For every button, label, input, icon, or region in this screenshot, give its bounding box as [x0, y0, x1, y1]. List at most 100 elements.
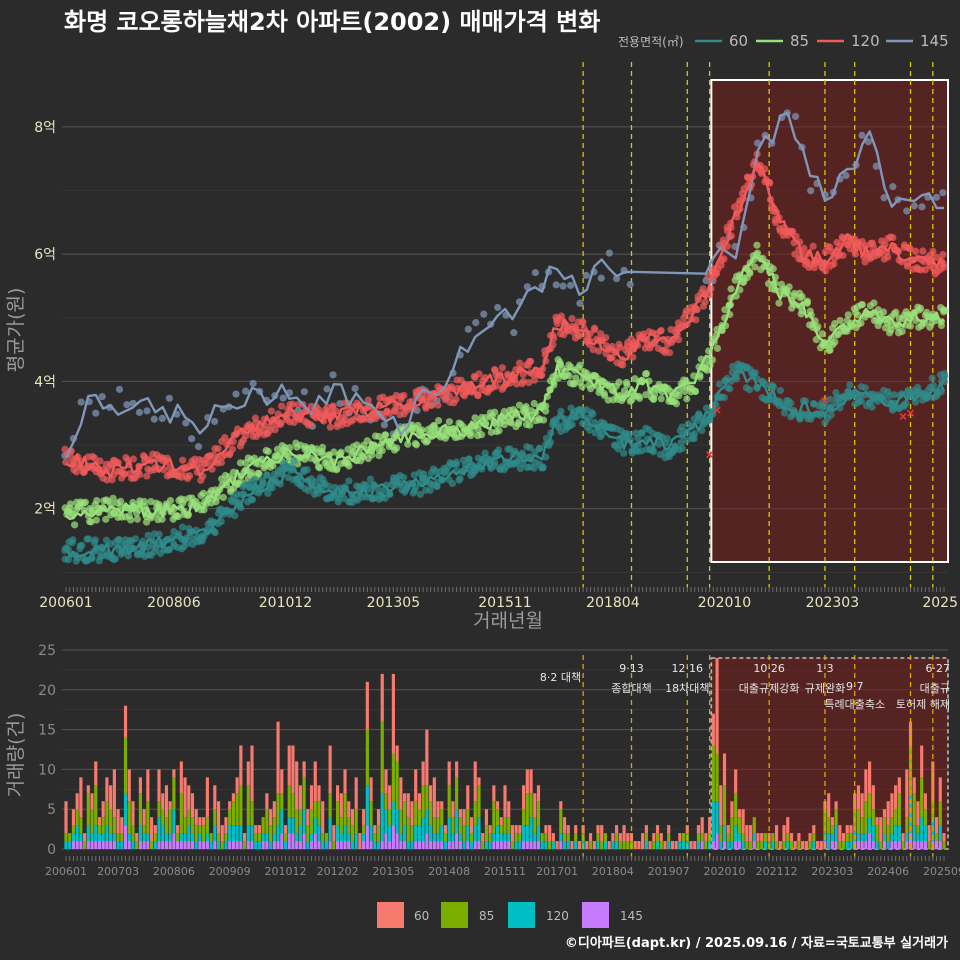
price-point-145	[115, 385, 124, 393]
volume-y-axis-label: 거래량(건)	[5, 713, 27, 798]
volume-bar-segment	[440, 825, 444, 842]
policy-annotation-4: 규제완화	[805, 682, 845, 695]
volume-x-tick: 202112	[756, 865, 798, 878]
volume-x-tick: 202303	[811, 865, 853, 878]
price-point-120	[602, 334, 610, 342]
price-point-60	[411, 484, 420, 492]
volume-bar-segment	[644, 825, 648, 834]
price-point-60	[832, 388, 840, 397]
price-line-85	[65, 255, 945, 520]
volume-bar-segment	[775, 825, 779, 842]
price-point-60	[178, 523, 187, 531]
policy-annotation-3: 10·26	[753, 662, 785, 675]
volume-bar-segment	[414, 801, 418, 826]
legend-label-85: 85	[790, 32, 809, 50]
volume-bar-segment	[827, 833, 831, 849]
price-point-85	[363, 437, 371, 445]
volume-bar-segment	[228, 825, 232, 842]
volume-bar-segment	[458, 809, 462, 818]
volume-bar-segment	[797, 841, 801, 849]
volume-bar-segment	[462, 809, 466, 826]
price-point-85	[857, 301, 865, 309]
volume-bar-segment	[414, 825, 418, 842]
price-point-120	[939, 250, 947, 259]
price-point-85	[81, 498, 89, 506]
price-point-85	[797, 310, 805, 318]
cancelled-deal-marker	[906, 409, 915, 417]
price-point-60	[264, 489, 272, 497]
volume-bar-segment	[94, 785, 98, 826]
volume-bar-segment	[280, 833, 284, 849]
volume-bar-segment	[789, 841, 794, 849]
volume-bar-segment	[280, 809, 284, 834]
volume-bar-segment	[886, 841, 890, 849]
price-chart-panel: 2억 4억 6억 8억 200601 200806 201012 201305 201511 2…	[5, 62, 958, 632]
volume-bar-segment	[894, 841, 898, 849]
volume-bar-segment	[298, 809, 302, 826]
volume-bar-segment	[845, 825, 849, 834]
volume-bar-segment	[179, 841, 183, 849]
volume-bar-segment	[905, 833, 909, 842]
price-point-145	[182, 419, 190, 427]
volume-bar-segment	[388, 825, 392, 842]
price-y-axis-label: 평균가(원)	[5, 288, 27, 373]
volume-bar-segment	[153, 825, 157, 834]
volume-bar-segment	[332, 841, 336, 849]
volume-bar-segment	[343, 841, 347, 849]
volume-bar-segment	[224, 841, 228, 849]
price-point-120	[473, 391, 482, 399]
volume-bar-segment	[890, 793, 894, 818]
volume-bar-segment	[533, 793, 537, 818]
volume-bar-segment	[209, 841, 213, 849]
volume-bar-segment	[369, 841, 373, 849]
price-point-120	[590, 324, 599, 332]
volume-bar-segment	[109, 785, 113, 810]
volume-bar-segment	[127, 841, 131, 849]
volume-bar-segment	[782, 841, 786, 849]
price-point-60	[296, 480, 304, 488]
volume-bar-segment	[462, 841, 466, 849]
volume-bar-segment	[830, 817, 834, 826]
price-point-120	[861, 258, 869, 266]
volume-bar-segment	[254, 833, 258, 842]
volume-bar-segment	[748, 841, 753, 849]
volume-bar-segment	[90, 809, 94, 834]
price-point-85	[790, 289, 799, 298]
price-point-120	[427, 401, 436, 410]
volume-bar-segment	[611, 833, 615, 842]
price-x-tick: 202010	[698, 595, 751, 611]
volume-bar-segment	[324, 833, 329, 842]
price-point-145	[279, 394, 287, 402]
price-point-85	[491, 408, 499, 416]
volume-bar-segment	[146, 801, 150, 834]
price-point-60	[568, 420, 576, 429]
volume-bar-segment	[484, 841, 488, 849]
cancelled-deal-marker	[821, 396, 829, 405]
price-point-60	[625, 430, 633, 439]
price-point-85	[264, 447, 272, 455]
volume-bar-segment	[912, 825, 916, 842]
price-point-120	[515, 359, 524, 367]
price-point-145	[605, 249, 613, 257]
volume-bar-segment	[451, 841, 455, 849]
price-point-85	[812, 336, 820, 344]
volume-bar-segment	[574, 833, 578, 842]
volume-bar-segment	[596, 841, 600, 849]
volume-bar-segment	[168, 841, 172, 849]
volume-bar-segment	[801, 841, 805, 849]
volume-bar-segment	[183, 841, 187, 849]
volume-bar-segment	[436, 833, 440, 842]
price-x-tick: 200806	[147, 595, 201, 611]
price-point-85	[219, 493, 227, 502]
volume-bar-segment	[440, 809, 444, 826]
bottom-legend-swatch-85	[441, 902, 468, 928]
price-point-145	[626, 280, 634, 289]
price-point-60	[941, 372, 949, 380]
volume-bar-segment	[894, 809, 898, 826]
volume-bar-segment	[336, 825, 340, 842]
volume-bar-segment	[362, 825, 366, 834]
volume-bar-segment	[715, 657, 719, 754]
volume-bar-segment	[529, 793, 533, 818]
volume-bar-segment	[756, 833, 760, 842]
volume-bar-segment	[306, 809, 310, 826]
